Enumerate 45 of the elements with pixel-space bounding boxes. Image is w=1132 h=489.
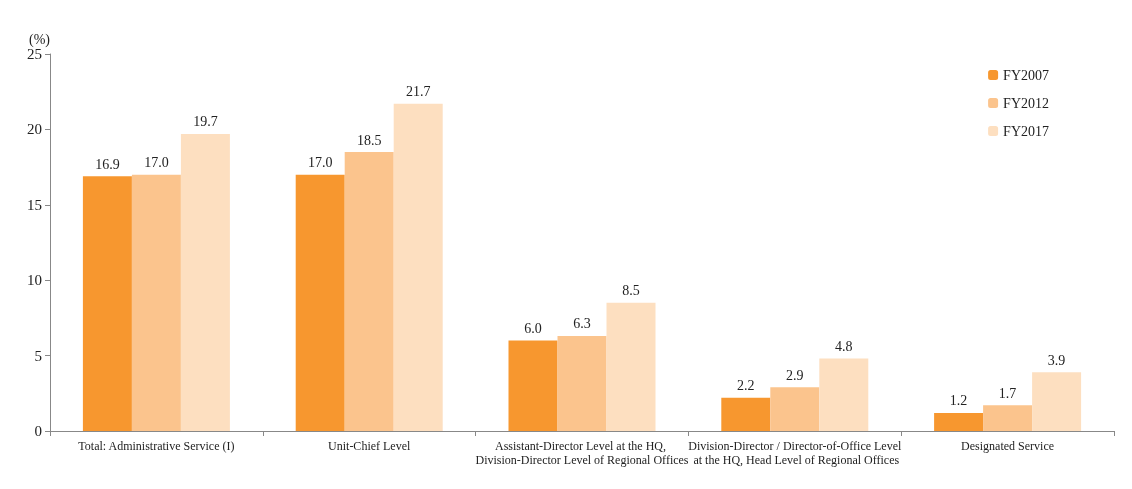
y-tick-label: 10 <box>27 272 42 289</box>
data-label: 4.8 <box>835 339 853 355</box>
bar <box>82 176 132 431</box>
bar <box>344 152 394 431</box>
bar <box>770 387 820 431</box>
y-tick-label: 5 <box>34 347 42 364</box>
data-label: 1.2 <box>949 393 968 409</box>
data-label: 2.2 <box>737 378 755 394</box>
legend-label: FY2012 <box>1003 95 1050 111</box>
data-label: 1.7 <box>998 385 1017 401</box>
bar <box>508 340 558 431</box>
x-tick-label: Total: Administrative Service (I) <box>78 439 235 453</box>
data-label: 19.7 <box>193 114 218 130</box>
bar <box>934 412 984 431</box>
y-tick-label: 0 <box>34 423 42 439</box>
bar <box>819 358 869 431</box>
bar <box>393 103 443 431</box>
bar <box>295 174 345 431</box>
data-label: 6.0 <box>524 321 542 337</box>
bar <box>1032 372 1082 431</box>
x-tick-label: Division-Director / Director-of-Office Level at the HQ, Head Level of Regional Offices <box>688 439 903 467</box>
data-label: 6.3 <box>573 316 591 332</box>
data-label: 2.9 <box>786 367 804 383</box>
x-tick-label: Designated Service <box>961 439 1055 453</box>
data-label: 17.0 <box>307 155 333 171</box>
y-tick-label: 15 <box>27 196 42 213</box>
y-tick-label: 20 <box>27 121 42 138</box>
bar <box>131 174 181 431</box>
data-label: 16.9 <box>95 156 120 172</box>
data-label: 18.5 <box>356 132 382 148</box>
y-tick-label: 25 <box>27 46 42 62</box>
bar <box>180 133 230 431</box>
x-tick-label: Unit-Chief Level <box>328 439 412 453</box>
bar <box>721 397 771 431</box>
bar <box>606 302 656 431</box>
data-label: 17.0 <box>144 155 169 171</box>
data-label: 3.9 <box>1047 352 1066 368</box>
legend-label: FY2007 <box>1003 67 1050 83</box>
bar <box>983 405 1033 431</box>
x-tick-label: Assistant-Director Level at the HQ, Division-Director Level of Regional Offices <box>475 439 689 467</box>
data-label: 8.5 <box>622 283 640 299</box>
data-label: 21.7 <box>405 84 431 100</box>
legend-label: FY2017 <box>1003 123 1050 139</box>
y-axis-title: (%) <box>29 31 51 48</box>
bar <box>557 336 607 431</box>
